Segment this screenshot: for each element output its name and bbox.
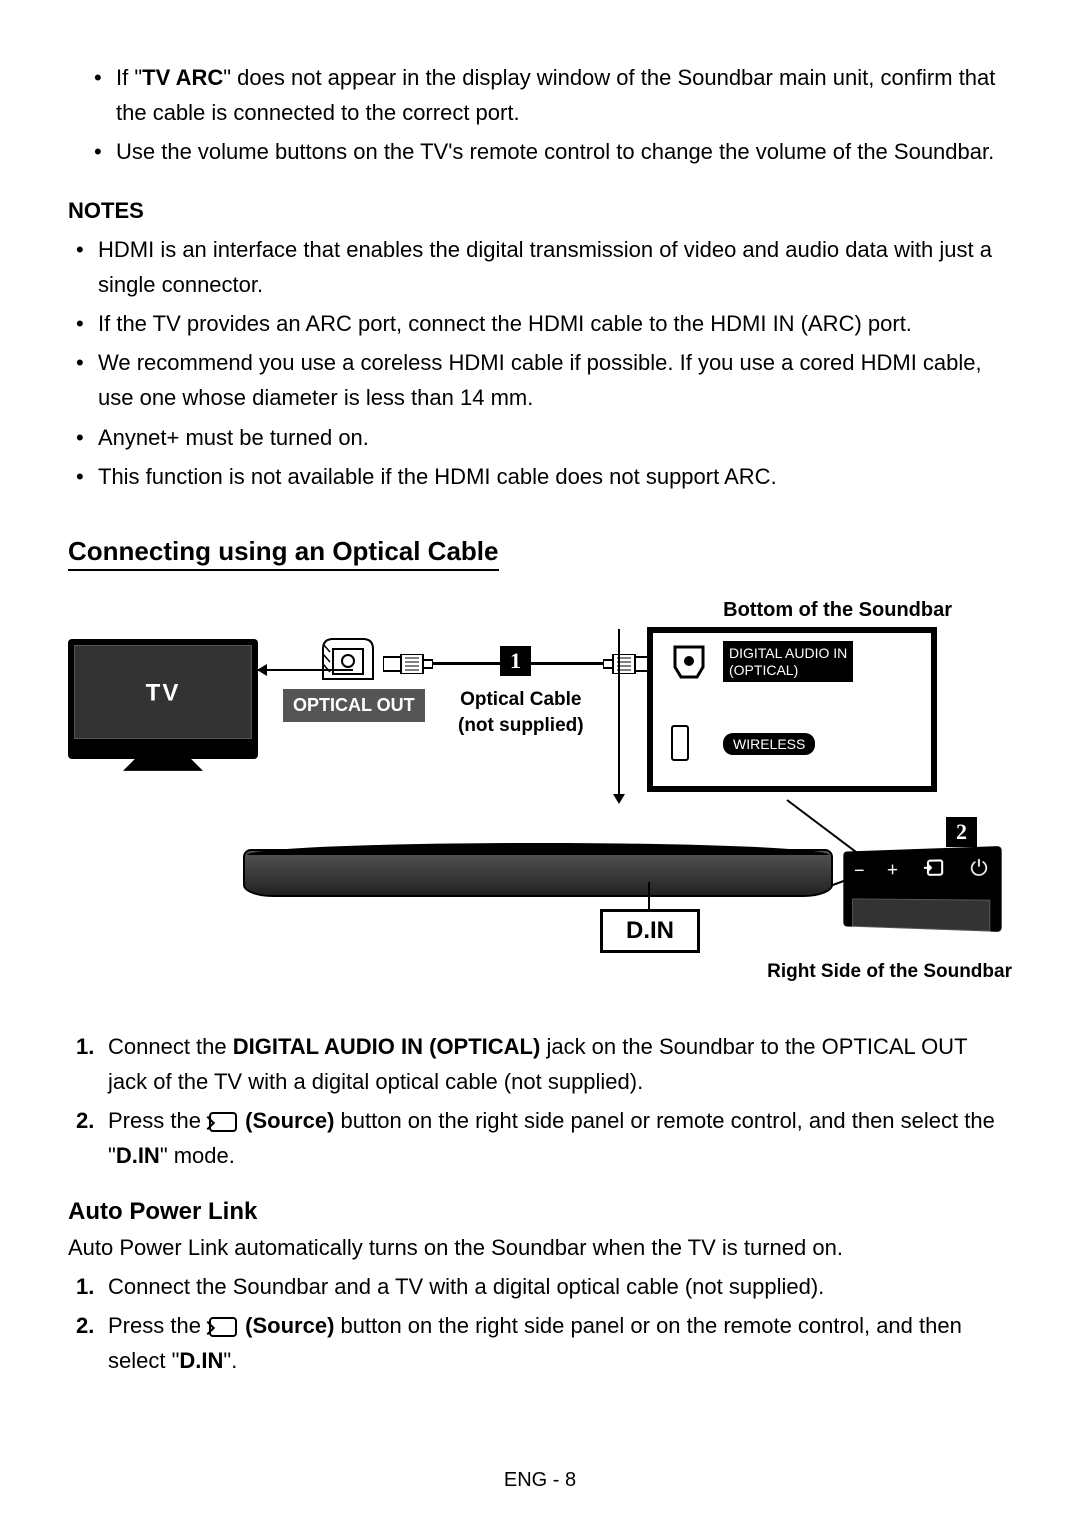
cable-line: [433, 662, 503, 665]
notes-list: HDMI is an interface that enables the di…: [68, 232, 1012, 494]
text-bold: D.IN: [179, 1348, 223, 1373]
right-side-label: Right Side of the Soundbar: [767, 961, 1012, 983]
text: DIGITAL AUDIO IN: [729, 645, 847, 661]
bullet-item: Use the volume buttons on the TV's remot…: [116, 134, 1012, 169]
din-display: D.IN: [600, 909, 700, 953]
soundbar-bottom-panel: DIGITAL AUDIO IN (OPTICAL) WIRELESS: [647, 627, 937, 792]
soundbar-top: [247, 843, 829, 855]
text: Optical Cable: [460, 689, 581, 710]
minus-icon: −: [854, 860, 864, 883]
tv-label: TV: [146, 679, 181, 707]
step-number-2: 2: [946, 817, 977, 847]
notes-item: This function is not available if the HD…: [98, 459, 1012, 494]
page-number: ENG - 8: [504, 1469, 576, 1492]
bullet-item: If "TV ARC" does not appear in the displ…: [116, 60, 1012, 130]
text-bold: D.IN: [116, 1143, 160, 1168]
text-bold: DIGITAL AUDIO IN (OPTICAL): [233, 1034, 541, 1059]
source-icon: [922, 858, 944, 883]
text-bold: (Source): [239, 1108, 334, 1133]
panel-bottom: [852, 898, 990, 931]
text: " does not appear in the display window …: [116, 65, 995, 125]
auto-power-steps: Connect the Soundbar and a TV with a dig…: [68, 1269, 1012, 1379]
optical-cable-label: Optical Cable (not supplied): [458, 687, 584, 740]
text: " mode.: [160, 1143, 235, 1168]
text: (not supplied): [458, 715, 584, 736]
panel-inner: DIGITAL AUDIO IN (OPTICAL) WIRELESS: [653, 633, 931, 786]
step-item: Connect the Soundbar and a TV with a dig…: [108, 1269, 1012, 1304]
source-icon: [209, 1112, 237, 1132]
cable-connector-icon: [383, 654, 433, 674]
soundbar-illustration: [243, 849, 833, 897]
pointer-line: [618, 629, 620, 794]
optical-out-label: OPTICAL OUT: [283, 689, 425, 722]
step-item: Connect the DIGITAL AUDIO IN (OPTICAL) j…: [108, 1029, 1012, 1099]
pointer-line: [648, 882, 650, 912]
tv-illustration: TV: [68, 639, 258, 759]
text: Press the: [108, 1108, 207, 1133]
wireless-port-icon: [671, 725, 689, 761]
text: Connect the: [108, 1034, 233, 1059]
step-item: Press the (Source) button on the right s…: [108, 1103, 1012, 1173]
panel-controls: − + ⏻: [843, 857, 1001, 884]
cable-connector-icon: [603, 654, 653, 674]
step-number-1: 1: [500, 646, 531, 676]
connection-steps: Connect the DIGITAL AUDIO IN (OPTICAL) j…: [68, 1029, 1012, 1174]
bottom-soundbar-label: Bottom of the Soundbar: [723, 599, 952, 622]
plus-icon: +: [887, 859, 898, 883]
text: ".: [223, 1348, 237, 1373]
section-heading: Connecting using an Optical Cable: [68, 536, 499, 571]
digital-audio-port-icon: [671, 645, 707, 681]
auto-power-heading: Auto Power Link: [68, 1198, 1012, 1226]
notes-item: HDMI is an interface that enables the di…: [98, 232, 1012, 302]
cable-line: [530, 662, 605, 665]
notes-item: Anynet+ must be turned on.: [98, 420, 1012, 455]
tv-stand: [123, 759, 203, 771]
connection-diagram: Bottom of the Soundbar TV OPTICAL OUT: [68, 599, 1012, 999]
step-item: Press the (Source) button on the right s…: [108, 1308, 1012, 1378]
text: (OPTICAL): [729, 662, 798, 678]
notes-item: If the TV provides an ARC port, connect …: [98, 306, 1012, 341]
power-icon: ⏻: [970, 857, 987, 883]
notes-item: We recommend you use a coreless HDMI cab…: [98, 345, 1012, 415]
text-bold: TV ARC: [142, 65, 223, 90]
text: If ": [116, 65, 142, 90]
text-bold: (Source): [239, 1313, 334, 1338]
text: Press the: [108, 1313, 207, 1338]
wireless-label: WIRELESS: [723, 733, 815, 755]
notes-heading: NOTES: [68, 198, 1012, 224]
top-bullets: If "TV ARC" does not appear in the displ…: [68, 60, 1012, 170]
digital-audio-label: DIGITAL AUDIO IN (OPTICAL): [723, 641, 853, 683]
soundbar-side-panel: − + ⏻: [843, 846, 1001, 932]
source-icon: [209, 1317, 237, 1337]
optical-port-illustration: [318, 634, 378, 684]
auto-power-intro: Auto Power Link automatically turns on t…: [68, 1230, 1012, 1265]
